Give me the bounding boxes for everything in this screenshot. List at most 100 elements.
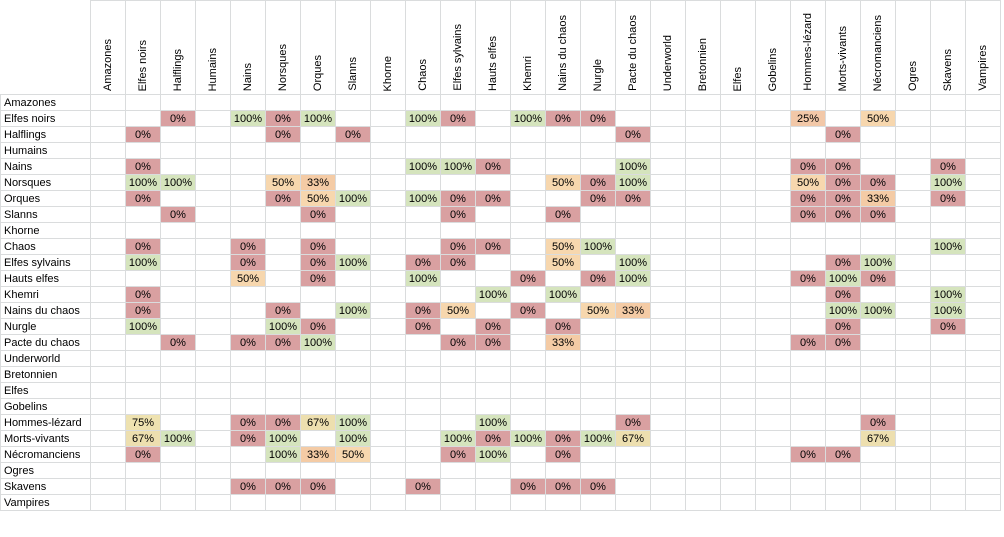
matrix-cell[interactable] bbox=[790, 318, 826, 335]
matrix-cell[interactable] bbox=[685, 414, 721, 431]
matrix-cell[interactable] bbox=[265, 398, 301, 415]
matrix-cell[interactable] bbox=[335, 494, 371, 511]
matrix-cell[interactable]: 50% bbox=[545, 174, 581, 191]
matrix-cell[interactable] bbox=[300, 366, 336, 383]
matrix-cell[interactable] bbox=[370, 318, 406, 335]
row-label[interactable]: Underworld bbox=[0, 350, 91, 367]
matrix-cell[interactable]: 50% bbox=[230, 270, 266, 287]
matrix-cell[interactable] bbox=[790, 462, 826, 479]
matrix-cell[interactable]: 0% bbox=[790, 334, 826, 351]
matrix-cell[interactable]: 100% bbox=[440, 430, 476, 447]
matrix-cell[interactable]: 0% bbox=[930, 158, 966, 175]
row-label[interactable]: Elfes noirs bbox=[0, 110, 91, 127]
matrix-cell[interactable]: 0% bbox=[510, 302, 546, 319]
matrix-cell[interactable] bbox=[615, 238, 651, 255]
matrix-cell[interactable] bbox=[930, 350, 966, 367]
matrix-cell[interactable] bbox=[405, 350, 441, 367]
matrix-cell[interactable]: 0% bbox=[160, 110, 196, 127]
matrix-cell[interactable]: 0% bbox=[615, 414, 651, 431]
matrix-cell[interactable]: 100% bbox=[405, 158, 441, 175]
matrix-cell[interactable] bbox=[230, 158, 266, 175]
matrix-cell[interactable]: 100% bbox=[335, 430, 371, 447]
matrix-cell[interactable] bbox=[650, 238, 686, 255]
matrix-cell[interactable] bbox=[440, 462, 476, 479]
matrix-cell[interactable] bbox=[475, 302, 511, 319]
matrix-cell[interactable]: 100% bbox=[265, 318, 301, 335]
matrix-cell[interactable] bbox=[895, 142, 931, 159]
matrix-cell[interactable] bbox=[825, 110, 861, 127]
matrix-cell[interactable] bbox=[265, 206, 301, 223]
matrix-cell[interactable] bbox=[965, 174, 1001, 191]
matrix-cell[interactable] bbox=[510, 94, 546, 111]
matrix-cell[interactable] bbox=[685, 446, 721, 463]
matrix-cell[interactable] bbox=[580, 366, 616, 383]
matrix-cell[interactable] bbox=[195, 366, 231, 383]
matrix-cell[interactable] bbox=[370, 254, 406, 271]
matrix-cell[interactable] bbox=[720, 446, 756, 463]
matrix-cell[interactable] bbox=[125, 142, 161, 159]
row-label[interactable]: Nains du chaos bbox=[0, 302, 91, 319]
row-label[interactable]: Norsques bbox=[0, 174, 91, 191]
matrix-cell[interactable] bbox=[755, 286, 791, 303]
matrix-cell[interactable] bbox=[300, 494, 336, 511]
matrix-cell[interactable]: 0% bbox=[475, 238, 511, 255]
matrix-cell[interactable]: 0% bbox=[125, 238, 161, 255]
matrix-cell[interactable]: 100% bbox=[475, 286, 511, 303]
matrix-cell[interactable] bbox=[370, 478, 406, 495]
matrix-cell[interactable] bbox=[720, 318, 756, 335]
matrix-cell[interactable]: 0% bbox=[335, 126, 371, 143]
matrix-cell[interactable] bbox=[195, 286, 231, 303]
matrix-cell[interactable] bbox=[195, 110, 231, 127]
matrix-cell[interactable] bbox=[895, 126, 931, 143]
matrix-cell[interactable] bbox=[790, 478, 826, 495]
matrix-cell[interactable] bbox=[580, 398, 616, 415]
matrix-cell[interactable]: 0% bbox=[440, 446, 476, 463]
matrix-cell[interactable]: 0% bbox=[265, 334, 301, 351]
matrix-cell[interactable] bbox=[230, 494, 266, 511]
matrix-cell[interactable] bbox=[755, 222, 791, 239]
matrix-cell[interactable] bbox=[895, 190, 931, 207]
matrix-cell[interactable]: 100% bbox=[475, 414, 511, 431]
matrix-cell[interactable]: 100% bbox=[930, 286, 966, 303]
matrix-cell[interactable] bbox=[755, 494, 791, 511]
matrix-cell[interactable] bbox=[510, 126, 546, 143]
column-header[interactable]: Elfes noirs bbox=[125, 0, 161, 95]
matrix-cell[interactable] bbox=[860, 462, 896, 479]
matrix-cell[interactable] bbox=[685, 270, 721, 287]
matrix-cell[interactable] bbox=[720, 398, 756, 415]
matrix-cell[interactable]: 0% bbox=[615, 126, 651, 143]
matrix-cell[interactable] bbox=[510, 206, 546, 223]
matrix-cell[interactable]: 0% bbox=[230, 414, 266, 431]
matrix-cell[interactable]: 67% bbox=[300, 414, 336, 431]
matrix-cell[interactable] bbox=[90, 318, 126, 335]
row-label[interactable]: Amazones bbox=[0, 94, 91, 111]
matrix-cell[interactable] bbox=[720, 206, 756, 223]
matrix-cell[interactable] bbox=[790, 126, 826, 143]
matrix-cell[interactable]: 100% bbox=[510, 430, 546, 447]
matrix-cell[interactable] bbox=[265, 94, 301, 111]
matrix-cell[interactable] bbox=[615, 222, 651, 239]
matrix-cell[interactable] bbox=[965, 286, 1001, 303]
matrix-cell[interactable] bbox=[650, 142, 686, 159]
matrix-cell[interactable] bbox=[650, 94, 686, 111]
matrix-cell[interactable]: 100% bbox=[265, 446, 301, 463]
matrix-cell[interactable] bbox=[230, 366, 266, 383]
matrix-cell[interactable] bbox=[90, 462, 126, 479]
matrix-cell[interactable] bbox=[580, 382, 616, 399]
matrix-cell[interactable] bbox=[440, 270, 476, 287]
matrix-cell[interactable] bbox=[300, 158, 336, 175]
matrix-cell[interactable] bbox=[475, 254, 511, 271]
row-label[interactable]: Ogres bbox=[0, 462, 91, 479]
matrix-cell[interactable] bbox=[125, 94, 161, 111]
matrix-cell[interactable] bbox=[895, 206, 931, 223]
matrix-cell[interactable] bbox=[195, 398, 231, 415]
matrix-cell[interactable] bbox=[300, 398, 336, 415]
matrix-cell[interactable] bbox=[405, 462, 441, 479]
matrix-cell[interactable] bbox=[755, 462, 791, 479]
matrix-cell[interactable] bbox=[580, 446, 616, 463]
matrix-cell[interactable] bbox=[615, 398, 651, 415]
matrix-cell[interactable] bbox=[230, 398, 266, 415]
matrix-cell[interactable] bbox=[195, 414, 231, 431]
matrix-cell[interactable] bbox=[930, 414, 966, 431]
matrix-cell[interactable] bbox=[755, 350, 791, 367]
